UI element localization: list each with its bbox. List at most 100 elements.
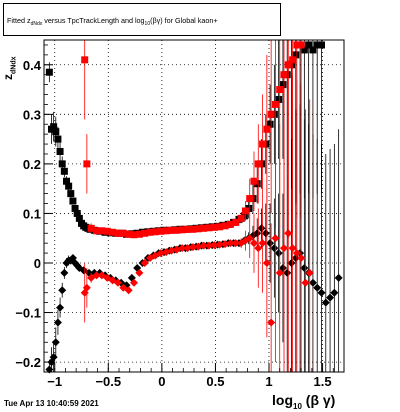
data-point: [259, 140, 267, 148]
data-point: [125, 230, 133, 238]
data-point: [178, 226, 186, 234]
x-tick-label: 1: [265, 374, 272, 389]
data-point: [178, 244, 187, 253]
x-axis-label: log10 (β γ): [272, 392, 335, 411]
data-point: [280, 244, 288, 253]
grid-lines: [44, 40, 344, 372]
data-point: [241, 207, 249, 215]
data-point: [300, 46, 308, 54]
data-point: [257, 224, 266, 233]
data-point: [75, 214, 83, 222]
data-point: [210, 241, 219, 250]
data-point: [275, 268, 284, 277]
y-tick-label: −0.1: [15, 306, 41, 321]
y-tick-label: 0.4: [23, 58, 42, 73]
plot-frame: [43, 39, 345, 373]
data-point: [215, 240, 224, 249]
data-point: [287, 258, 296, 267]
data-point: [232, 218, 240, 226]
data-point: [313, 283, 322, 292]
title-sub2: 10: [144, 21, 151, 27]
data-point: [231, 239, 240, 248]
x-tick-label: −1: [47, 374, 62, 389]
x-tick-label: 1.5: [314, 374, 332, 389]
data-point: [69, 197, 77, 205]
data-point: [305, 41, 313, 49]
data-point: [183, 244, 192, 253]
data-point: [221, 240, 230, 249]
data-point: [250, 239, 258, 248]
x-tick-label: −0.5: [95, 374, 121, 389]
data-point: [135, 230, 143, 238]
data-point: [313, 41, 321, 49]
data-point: [297, 41, 305, 49]
data-point: [130, 278, 138, 287]
data-point: [52, 128, 60, 136]
data-point: [266, 239, 275, 248]
y-tick-label: 0.1: [23, 206, 41, 221]
data-point: [321, 298, 330, 307]
y-tick-label: 0.3: [23, 107, 41, 122]
data-point: [56, 147, 64, 155]
data-point: [293, 41, 301, 49]
data-point: [167, 246, 176, 255]
data-point: [308, 278, 317, 287]
data-point: [130, 231, 138, 239]
title-post: (βγ) for Global kaon+: [150, 16, 218, 25]
data-point: [278, 263, 287, 272]
data-point: [210, 223, 218, 231]
data-point: [54, 135, 62, 143]
data-point: [114, 229, 122, 237]
data-point: [289, 56, 297, 64]
data-point: [318, 41, 325, 49]
data-point: [283, 268, 292, 277]
x-label-main: log: [272, 392, 293, 408]
title-mid: versus TpcTrackLength and log: [44, 16, 145, 25]
data-point: [56, 303, 65, 312]
title-sub1: dNdx: [30, 21, 43, 27]
data-point: [200, 224, 208, 232]
x-tick-label: 0.5: [206, 374, 224, 389]
data-point: [258, 239, 267, 248]
data-point: [205, 241, 213, 250]
data-point: [261, 229, 270, 238]
data-point: [246, 195, 254, 203]
data-point: [326, 293, 335, 302]
data-marks: [45, 40, 343, 374]
data-point: [103, 227, 111, 235]
y-tick-label: 0.2: [23, 157, 41, 172]
data-point: [245, 234, 254, 243]
data-point: [162, 227, 170, 235]
data-point: [263, 125, 271, 133]
data-point: [157, 227, 165, 235]
data-point: [226, 220, 234, 228]
data-point: [305, 268, 314, 277]
date-stamp: Tue Apr 13 10:40:59 2021: [4, 399, 99, 408]
data-point: [184, 225, 192, 233]
data-point: [284, 229, 293, 238]
data-point: [73, 209, 81, 217]
data-point: [92, 271, 101, 280]
data-point: [45, 68, 53, 76]
y-label-sub: dNdx: [10, 56, 18, 75]
x-tick-label: 0: [158, 374, 165, 389]
data-point: [98, 227, 106, 235]
chart-title: Fitted zdNdx versus TpcTrackLength and l…: [3, 3, 281, 36]
series-2: [45, 104, 343, 374]
data-point: [60, 167, 68, 175]
series-1: [81, 40, 305, 249]
y-tick-label: −0.2: [15, 355, 41, 370]
data-point: [53, 318, 62, 327]
data-point: [216, 223, 224, 231]
data-point: [271, 234, 280, 243]
data-point: [67, 190, 75, 198]
x-label-sub: 10: [293, 401, 302, 411]
data-point: [250, 177, 258, 185]
data-point: [266, 120, 274, 128]
data-point: [279, 81, 287, 89]
data-point: [309, 46, 317, 54]
data-point: [253, 229, 262, 238]
data-point: [109, 228, 117, 236]
data-point: [135, 268, 144, 277]
